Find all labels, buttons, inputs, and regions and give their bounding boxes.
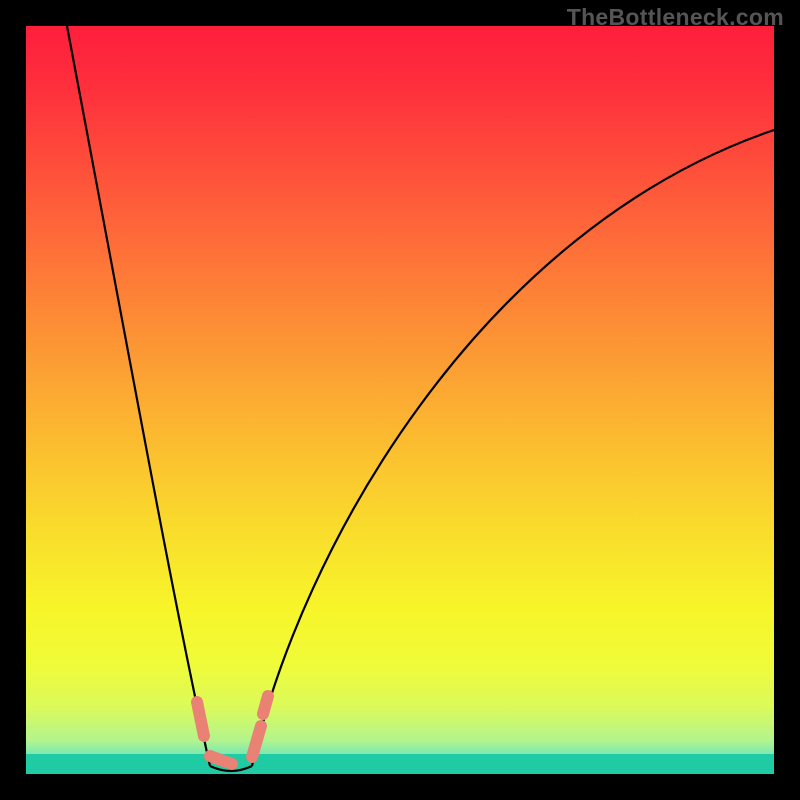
watermark-text: TheBottleneck.com: [567, 4, 784, 31]
marker-segment: [210, 756, 232, 764]
chart-svg: [0, 0, 800, 800]
marker-segment: [263, 696, 268, 714]
marker-segment: [197, 702, 204, 736]
chart-container: { "watermark": { "text": "TheBottleneck.…: [0, 0, 800, 800]
green-bottom-band: [26, 754, 774, 774]
